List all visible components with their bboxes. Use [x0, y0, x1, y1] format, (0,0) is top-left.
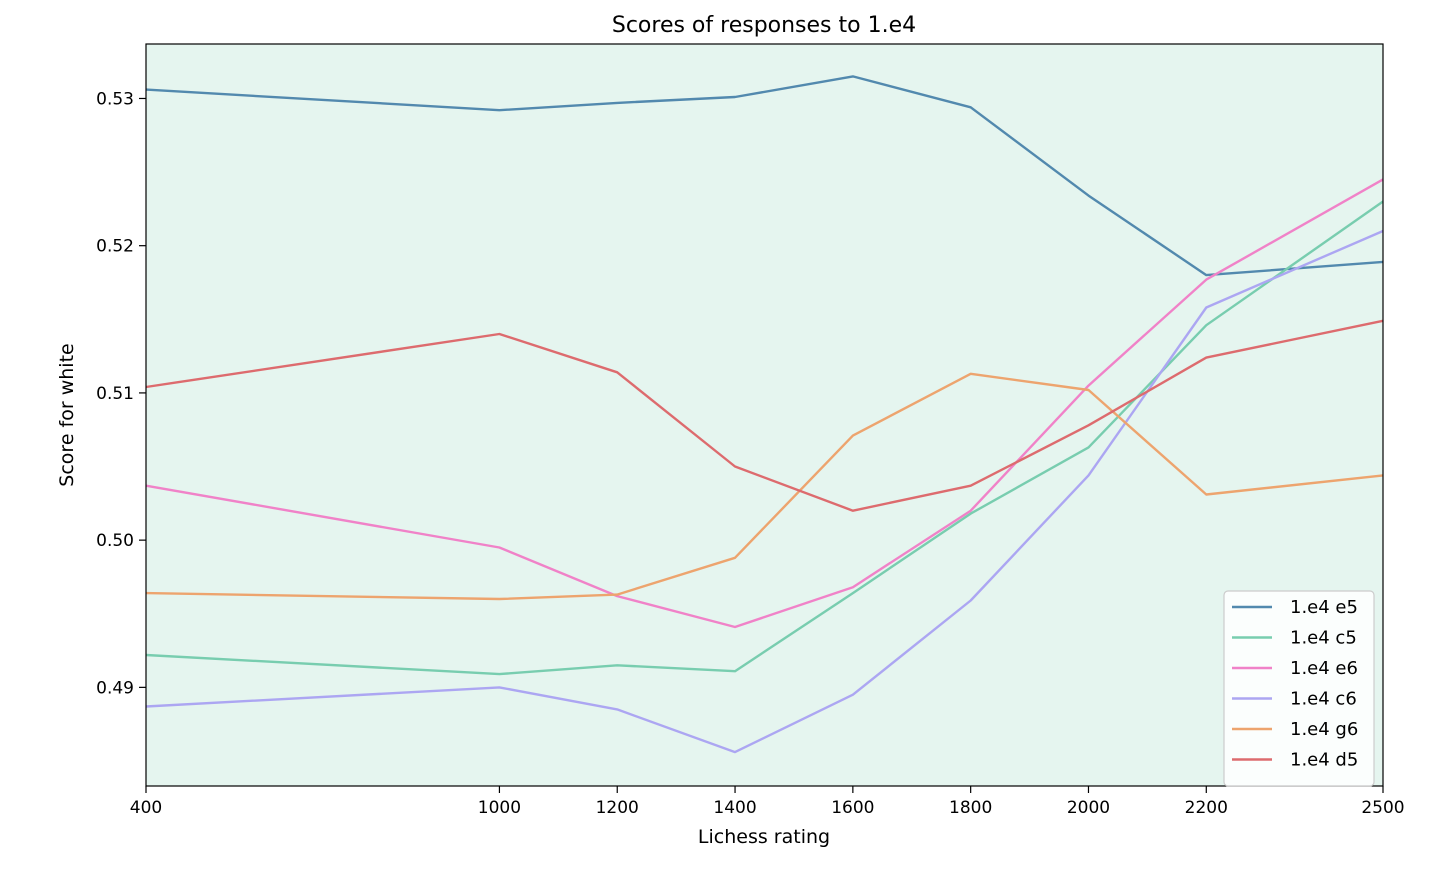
x-tick-label: 1200	[596, 798, 639, 818]
x-tick-label: 1000	[478, 798, 521, 818]
x-axis: 400 1000 1200 1400 1600 1800 2000 2200 2500	[130, 786, 1405, 818]
legend-entry-label: 1.e4 d5	[1290, 750, 1358, 771]
legend-entry-label: 1.e4 c5	[1290, 628, 1357, 649]
series-line-1	[145, 75, 1384, 277]
series-line-3	[145, 178, 1384, 629]
y-tick-label: 0.53	[96, 89, 134, 109]
x-tick-label: 2500	[1361, 798, 1404, 818]
y-tick-label: 0.50	[96, 531, 134, 551]
y-tick-label: 0.51	[96, 384, 134, 404]
legend: 1.e4 e5 1.e4 c5 1.e4 e6 1.e4 c6 1.e4 g6 1.e4 …	[1223, 590, 1375, 787]
x-tick-label: 2000	[1067, 798, 1110, 818]
y-tick-label: 0.52	[96, 237, 134, 257]
x-tick-label: 2200	[1185, 798, 1228, 818]
legend-box	[1223, 590, 1375, 787]
legend-entry-label: 1.e4 e6	[1290, 658, 1358, 679]
plot-frame	[145, 43, 1384, 787]
y-axis-label: Score for white	[56, 343, 78, 486]
x-tick-label: 1400	[713, 798, 756, 818]
x-tick-label: 400	[130, 798, 162, 818]
x-tick-label: 1600	[831, 798, 874, 818]
x-axis-label: Lichess rating	[698, 826, 830, 848]
plot-area	[146, 44, 1383, 786]
x-tick-label: 1800	[949, 798, 992, 818]
y-axis: 0.49 0.50 0.51 0.52 0.53	[96, 89, 146, 698]
series-line-4	[145, 229, 1384, 754]
series-line-5	[145, 372, 1384, 601]
series-line-2	[145, 200, 1384, 676]
legend-entry-label: 1.e4 g6	[1290, 719, 1358, 740]
y-tick-label: 0.49	[96, 678, 134, 698]
chart-title: Scores of responses to 1.e4	[612, 13, 916, 38]
series-line-6	[145, 319, 1384, 512]
legend-entry-label: 1.e4 e5	[1290, 597, 1358, 618]
legend-entry-label: 1.e4 c6	[1290, 689, 1357, 710]
series-lines	[145, 75, 1384, 754]
